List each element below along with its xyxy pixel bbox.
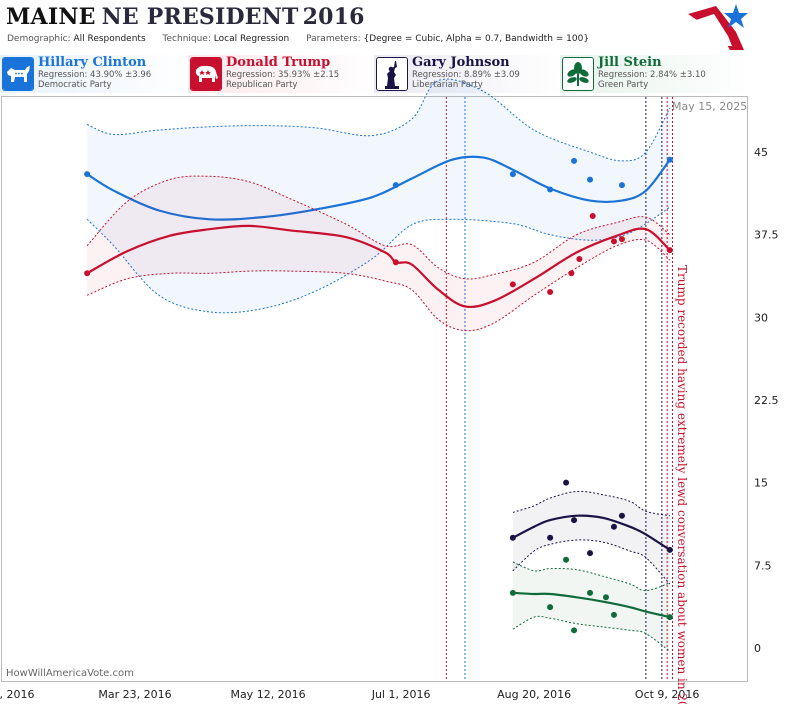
technique-label: Technique: <box>162 34 211 44</box>
poll-point <box>547 289 554 296</box>
y-tick-label: 0 <box>754 642 761 655</box>
poll-point <box>589 213 596 220</box>
regression-line <box>512 514 671 551</box>
x-tick-label: Feb 2, 2016 <box>0 688 34 701</box>
confidence-band <box>87 176 670 331</box>
poll-point <box>571 517 578 524</box>
parameters-value: {Degree = Cubic, Alpha = 0.7, Bandwidth … <box>363 34 590 44</box>
poll-point <box>547 534 554 541</box>
demographic-label: Demographic: <box>7 34 71 44</box>
confidence-band <box>512 491 670 584</box>
donkey-icon <box>2 57 34 91</box>
candidate-card-stein[interactable]: Jill Stein Regression: 2.84% ±3.10 Green… <box>560 55 748 93</box>
poll-point <box>547 186 554 193</box>
parameters-line: Demographic: All Respondents Technique: … <box>7 34 589 44</box>
upper-bound-line <box>86 78 671 162</box>
poll-point <box>509 281 516 288</box>
y-tick-label: 22.5 <box>754 394 779 407</box>
poll-point <box>571 157 578 164</box>
candidate-card-trump[interactable]: Donald Trump Regression: 35.93% ±2.15 Re… <box>188 55 376 93</box>
x-tick-label: Aug 20, 2016 <box>497 688 571 701</box>
poll-point <box>610 611 617 618</box>
leaf-icon <box>562 57 594 91</box>
candidate-card-clinton[interactable]: Hillary Clinton Regression: 43.90% ±3.96… <box>0 55 190 93</box>
poll-point <box>84 270 91 277</box>
poll-point <box>509 171 516 178</box>
candidate-party: Green Party <box>598 80 649 90</box>
y-tick-label: 30 <box>754 311 768 324</box>
poll-point <box>587 550 594 557</box>
poll-point <box>618 236 625 243</box>
demographic-value: All Respondents <box>73 34 146 44</box>
page-title: MAINE NE PRESIDENT 2016 <box>6 4 365 30</box>
y-tick-label: 37.5 <box>754 229 779 242</box>
x-tick-label: May 12, 2016 <box>230 688 305 701</box>
lower-bound-line <box>86 238 671 332</box>
candidate-name: Jill Stein <box>598 55 662 70</box>
candidate-card-johnson[interactable]: Gary Johnson Regression: 8.89% ±3.09 Lib… <box>374 55 562 93</box>
candidate-regression: Regression: 2.84% ±3.10 <box>598 70 706 80</box>
candidate-legend: Hillary Clinton Regression: 43.90% ±3.96… <box>0 55 789 95</box>
poll-point <box>568 270 575 277</box>
plot-area <box>1 96 748 682</box>
poll-point <box>576 255 583 262</box>
poll-point <box>509 534 516 541</box>
state-name: MAINE <box>6 4 96 30</box>
race-name: NE PRESIDENT <box>101 4 299 30</box>
candidate-name: Donald Trump <box>226 55 331 70</box>
y-tick-label: 45 <box>754 146 768 159</box>
event-annotation: Trump recorded having extremely lewd con… <box>675 265 689 704</box>
poll-point <box>587 176 594 183</box>
candidate-party: Libertarian Party <box>412 80 483 90</box>
poll-point <box>618 512 625 519</box>
upper-bound-line <box>86 175 671 280</box>
poll-point <box>610 238 617 245</box>
lower-bound-line <box>512 615 671 652</box>
poll-point <box>392 182 399 189</box>
poll-point <box>563 556 570 563</box>
x-tick-label: Oct 9, 2016 <box>635 688 700 701</box>
poll-point <box>610 523 617 530</box>
candidate-party: Democratic Party <box>38 80 112 90</box>
upper-bound-line <box>512 490 670 517</box>
technique-value: Local Regression <box>213 34 290 44</box>
upper-bound-line <box>512 561 670 592</box>
poll-point <box>84 171 91 178</box>
candidate-name: Gary Johnson <box>412 55 510 70</box>
site-logo-icon[interactable] <box>686 2 750 52</box>
elephant-icon <box>190 57 222 91</box>
liberty-statue-icon <box>376 57 408 91</box>
poll-point <box>666 247 673 254</box>
regression-line <box>86 155 671 221</box>
candidate-party: Republican Party <box>226 80 298 90</box>
lower-bound-line <box>512 539 671 585</box>
candidate-regression: Regression: 8.89% ±3.09 <box>412 70 520 80</box>
footer-site-link[interactable]: HowWillAmericaVote.com <box>6 668 134 679</box>
poll-point <box>666 546 673 553</box>
parameters-label: Parameters: <box>306 34 361 44</box>
poll-point <box>563 479 570 486</box>
race-year: 2016 <box>302 4 365 30</box>
poll-point <box>618 182 625 189</box>
x-tick-label: Jul 1, 2016 <box>371 688 431 701</box>
y-tick-label: 7.5 <box>754 559 772 572</box>
candidate-name: Hillary Clinton <box>38 55 147 70</box>
y-tick-label: 15 <box>754 477 768 490</box>
regression-line <box>86 224 671 309</box>
regression-line <box>512 591 671 619</box>
poll-point <box>666 156 673 163</box>
x-tick-label: Mar 23, 2016 <box>98 688 171 701</box>
poll-point <box>547 604 554 611</box>
poll-point <box>666 614 673 621</box>
poll-point <box>602 594 609 601</box>
candidate-regression: Regression: 35.93% ±2.15 <box>226 70 340 80</box>
poll-point <box>392 259 399 266</box>
poll-point <box>587 589 594 596</box>
chart-date-label: May 15, 2025 <box>672 100 748 113</box>
poll-point <box>571 627 578 634</box>
candidate-regression: Regression: 43.90% ±3.96 <box>38 70 152 80</box>
poll-point <box>509 589 516 596</box>
